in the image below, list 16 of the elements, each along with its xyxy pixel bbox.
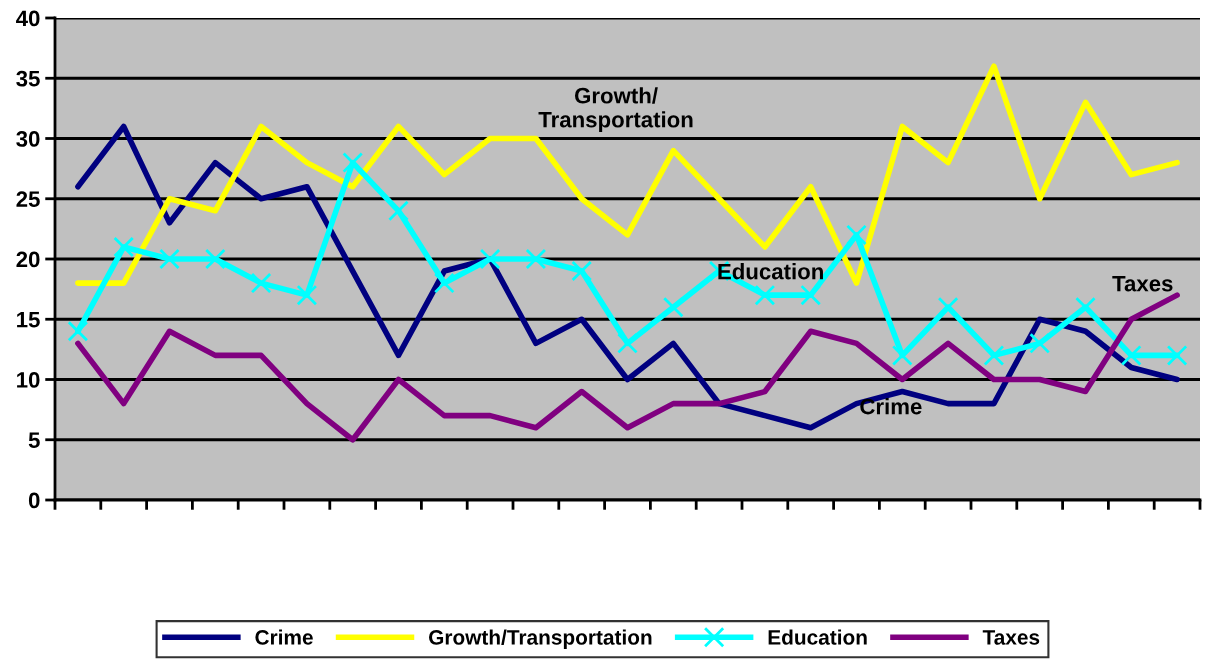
y-tick-label: 35	[16, 70, 40, 87]
y-tick-label: 0	[28, 492, 40, 509]
y-tick-label: 15	[17, 312, 40, 328]
y-tick-label: 30	[16, 131, 40, 147]
legend-label: Education	[768, 629, 867, 645]
annotation: Taxes	[1112, 275, 1173, 292]
y-tick-label: 40	[16, 10, 40, 27]
legend-label: Growth/Transportation	[429, 629, 652, 649]
y-tick-label: 25	[16, 191, 40, 208]
y-tick-label: 10	[17, 372, 40, 388]
legend-label: Crime	[255, 629, 313, 645]
legend-label: Taxes	[982, 630, 1040, 645]
y-tick-label: 20	[16, 251, 40, 268]
y-tick-label: 5	[28, 432, 40, 449]
annotation: Growth/ Transportation	[538, 87, 693, 132]
annotation: Crime	[860, 398, 922, 415]
